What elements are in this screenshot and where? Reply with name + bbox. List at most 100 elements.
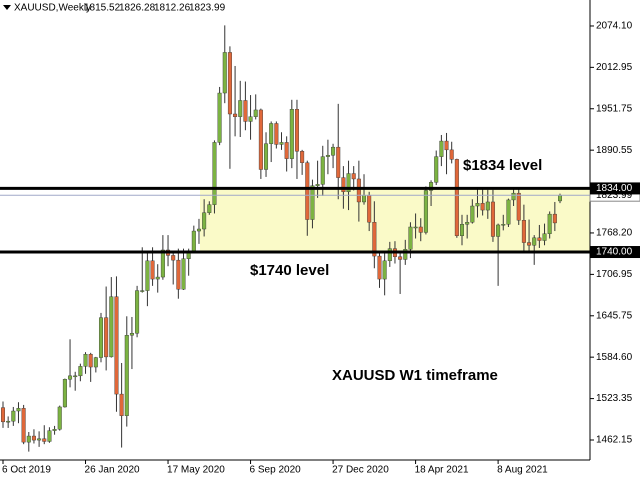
candle-body (320, 156, 325, 185)
candle-body (31, 435, 36, 441)
candle-body (305, 162, 310, 220)
dropdown-icon[interactable] (3, 5, 11, 10)
candle-body (269, 123, 274, 144)
candle-body (315, 184, 320, 186)
plot-layer (1, 25, 563, 452)
candle-body (264, 143, 269, 170)
candle-body (207, 204, 212, 213)
y-tick-label: 1584.60 (596, 352, 633, 363)
candle-body (444, 140, 449, 151)
annotation: $1740 level (250, 262, 329, 279)
candle-body (191, 230, 196, 251)
candle-body (496, 224, 501, 237)
candle-body (408, 226, 413, 250)
candle-body (243, 100, 248, 122)
candle-body (181, 258, 186, 290)
candle-body (325, 155, 330, 157)
candle-body (227, 52, 232, 115)
candle-body (362, 194, 367, 203)
candle-body (501, 224, 506, 226)
candle-body (93, 357, 98, 368)
candle-body (537, 237, 542, 241)
candle-body (6, 420, 11, 423)
candle-body (52, 429, 57, 431)
candle-body (16, 408, 21, 412)
candle-body (423, 190, 428, 233)
candle-body (279, 142, 284, 145)
candle-body (284, 142, 289, 159)
candle-body (356, 178, 361, 203)
candle-body (57, 406, 62, 430)
y-tick-label: 1523.35 (596, 393, 633, 404)
candle-body (490, 201, 495, 237)
candle-body (485, 201, 490, 211)
candle-body (26, 435, 31, 443)
candle-body (140, 290, 145, 292)
candle-body (47, 430, 52, 442)
candle-body (382, 260, 387, 280)
candle-body (222, 52, 227, 94)
candle-body (310, 185, 315, 220)
candle-body (527, 242, 532, 246)
candle-body (150, 260, 155, 280)
header-open: 1815.52 (84, 3, 121, 14)
x-tick-label: 17 May 2020 (167, 465, 225, 476)
candle-body (460, 224, 465, 236)
candle-body (413, 226, 418, 229)
candle-body (124, 335, 129, 416)
y-tick-label: 2012.95 (596, 62, 633, 73)
candle-body (552, 213, 557, 224)
candle-body (202, 212, 207, 230)
candle-body (160, 249, 165, 278)
y-tick-label: 1706.95 (596, 269, 633, 280)
candle-body (372, 222, 377, 257)
candle-body (465, 222, 470, 225)
y-tick-label: 1462.15 (596, 435, 633, 446)
candle-body (377, 255, 382, 280)
x-tick-label: 6 Oct 2019 (2, 465, 51, 476)
y-tick-label: 1645.75 (596, 310, 633, 321)
x-tick-label: 8 Aug 2021 (497, 465, 548, 476)
candle-body (387, 248, 392, 262)
candle-body (258, 109, 263, 170)
candle-body (1, 407, 5, 423)
level-label: 1834.00 (596, 183, 633, 194)
candle-body (331, 146, 336, 156)
candle-body (418, 226, 423, 233)
candle-body (135, 290, 140, 334)
x-tick-label: 27 Dec 2020 (332, 465, 389, 476)
candle-body (176, 259, 181, 290)
candle-body (511, 192, 516, 201)
candle-body (521, 220, 526, 243)
candle-body (83, 353, 88, 367)
current-price-label: 1823.99 (596, 190, 633, 201)
annotation: XAUUSD W1 timeframe (332, 367, 498, 384)
candle-body (475, 203, 480, 207)
level-label: 1740.00 (596, 247, 633, 258)
candle-body (212, 142, 217, 205)
candle-body (37, 438, 42, 441)
y-tick-label: 1951.75 (596, 103, 633, 114)
candle-body (506, 199, 511, 225)
candle-body (217, 92, 222, 143)
candle-body (238, 100, 243, 117)
candle-body (480, 203, 485, 211)
candle-body (547, 213, 552, 234)
candle-body (367, 194, 372, 223)
candle-body (429, 182, 434, 191)
candle-body (11, 410, 16, 422)
candle-body (336, 146, 341, 178)
candle-body (119, 393, 124, 416)
candle-body (73, 375, 78, 378)
candle-body (62, 379, 67, 408)
candle-body (42, 438, 47, 442)
candle-body (145, 260, 150, 291)
candle-body (341, 177, 346, 193)
candle-body (274, 123, 279, 145)
candle-body (516, 192, 521, 221)
candle-body (104, 317, 109, 358)
candle-body (300, 151, 305, 163)
candle-body (434, 156, 439, 183)
candle-body (346, 173, 351, 193)
